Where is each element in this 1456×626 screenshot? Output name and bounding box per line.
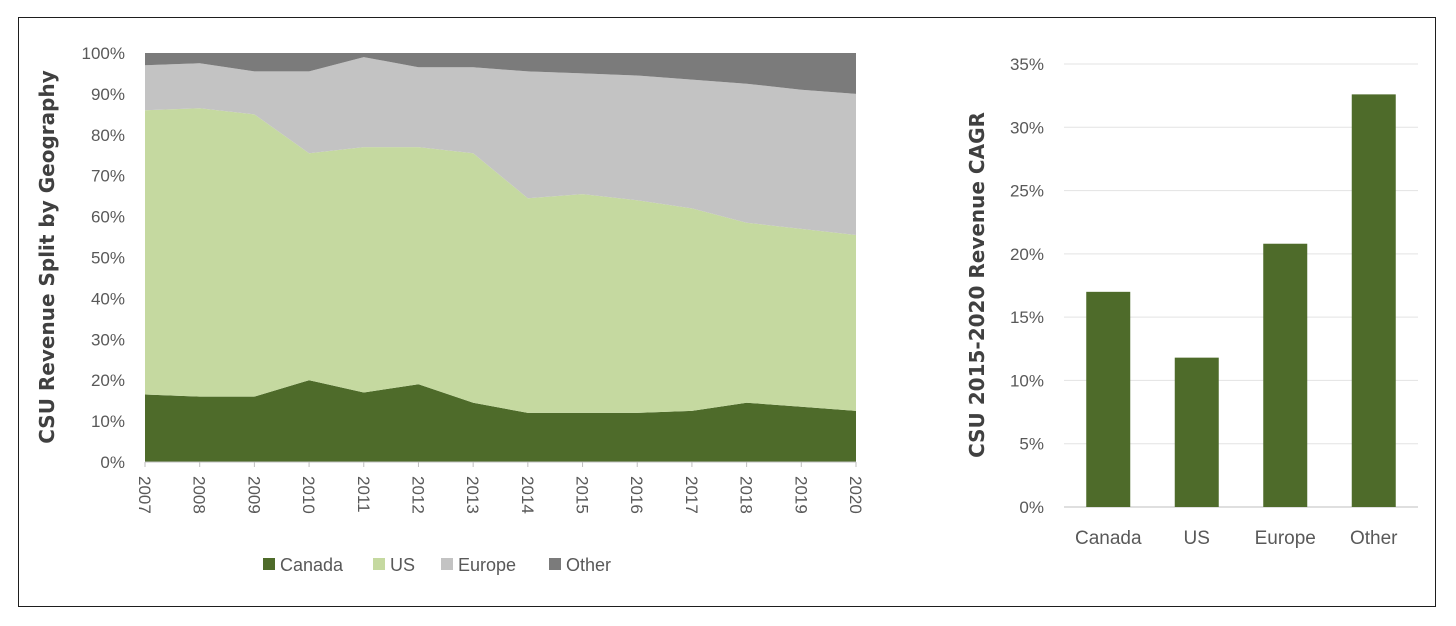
area-y-tick-label: 20% [91,371,125,390]
legend-label-other: Other [566,555,611,575]
legend-label-us: US [390,555,415,575]
area-y-tick-label: 100% [82,44,125,63]
area-series-us [145,108,856,413]
area-x-tick-label: 2008 [190,476,209,514]
area-y-tick-label: 40% [91,289,125,308]
figure-frame [18,17,1436,607]
area-y-tick-label: 0% [100,453,125,472]
legend-swatch-europe [441,558,453,570]
legend-swatch-canada [263,558,275,570]
area-series-europe [145,57,856,235]
area-x-tick-label: 2011 [354,476,373,513]
area-x-tick-label: 2020 [846,476,865,514]
area-x-tick-label: 2019 [791,476,810,514]
legend-label-europe: Europe [458,555,516,575]
area-y-tick-label: 90% [91,85,125,104]
area-y-axis-label: CSU Revenue Split by Geography [35,70,59,444]
legend-label-canada: Canada [280,555,344,575]
legend-swatch-us [373,558,385,570]
area-chart: 0% 10% 20% 30% 40% 50% 60% 70% 80% 90% 100% 2007 20… [35,44,865,575]
area-y-tick-label: 60% [91,208,125,227]
area-x-tick-label: 2018 [737,476,756,514]
area-y-tick-label: 50% [91,249,125,268]
area-x-tick-label: 2007 [135,476,154,514]
area-x-tick-label: 2014 [518,476,537,514]
area-x-tick-label: 2010 [299,476,318,514]
legend-swatch-other [549,558,561,570]
area-x-tick-label: 2012 [408,476,427,514]
area-y-tick-label: 10% [91,412,125,431]
area-y-tick-label: 80% [91,126,125,145]
area-x-tick-label: 2015 [573,476,592,514]
area-x-tick-label: 2009 [244,476,263,514]
area-x-tick-label: 2016 [627,476,646,514]
area-x-tick-label: 2013 [463,476,482,514]
area-series-canada [145,380,856,462]
area-series-other [145,53,856,94]
area-y-tick-label: 70% [91,167,125,186]
area-y-tick-label: 30% [91,330,125,349]
area-x-tick-label: 2017 [682,476,701,514]
